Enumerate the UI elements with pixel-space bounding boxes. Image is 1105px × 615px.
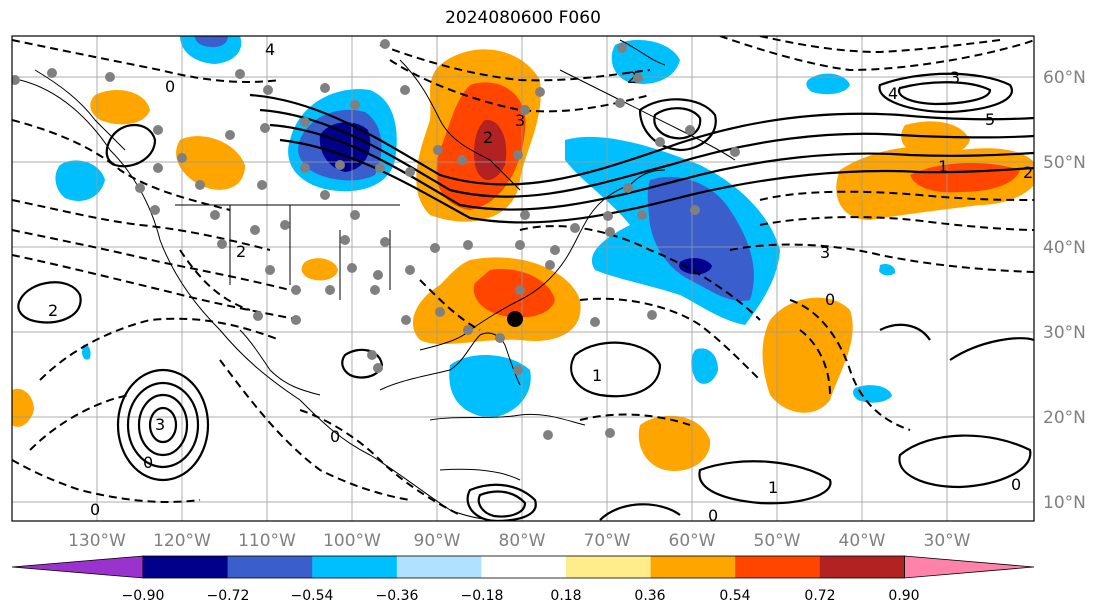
contour-label: 5 [985,110,995,129]
contour-label: 0 [143,453,153,472]
contour-label: 0 [825,290,835,309]
contour-label: 3 [820,243,830,262]
lat-label: 60°N [1043,68,1086,88]
lat-label: 40°N [1043,238,1086,258]
lat-label: 10°N [1043,493,1086,513]
shaded-fields [12,36,1034,471]
map-frame [11,35,1035,522]
lon-label: 50°W [754,531,801,551]
lon-label: 100°W [323,531,381,551]
contour-label: 2 [627,68,637,87]
contour-label: 0 [90,500,100,519]
colorbar-segment [650,556,736,578]
contour-label: 4 [265,40,275,59]
lon-label: 30°W [924,531,971,551]
contour-label: 4 [888,84,898,103]
colorbar-segment [566,556,652,578]
colorbar-tick: −0.18 [461,588,504,604]
contour-label: 3 [515,111,525,130]
colorbar-segment [735,556,821,578]
lat-label: 50°N [1043,153,1086,173]
colorbar-segment [227,556,313,578]
contour-lines [17,72,1034,521]
colorbar-tick: −0.72 [207,588,250,604]
contour-label: 2 [236,242,246,261]
station-markers [12,39,740,440]
colorbar-segment [143,556,229,578]
longitude-axis: 130°W 120°W 110°W 100°W 90°W 80°W 70°W 6… [68,531,971,551]
contour-label: 3 [155,415,165,434]
lat-label: 30°N [1043,323,1086,343]
colorbar-extend-low [11,555,144,579]
colorbar-tick: 0.54 [719,588,750,604]
colorbar-tick: 0.18 [550,588,581,604]
colorbar-segment [396,556,482,578]
lat-label: 20°N [1043,408,1086,428]
colorbar-segment [819,556,905,578]
colorbar-labels: −0.90 −0.72 −0.54 −0.36 −0.18 0.18 0.36 … [122,588,920,604]
lon-label: 70°W [584,531,631,551]
lon-label: 60°W [669,531,716,551]
colorbar-tick: −0.90 [122,588,165,604]
contour-label: 0 [330,427,340,446]
contour-label: 2 [48,301,58,320]
lon-label: 90°W [414,531,461,551]
contour-label: 0 [708,506,718,525]
contour-labels: 0 2 3 4 5 4 3 2 1 1 1 0 0 3 2 2 3 2 0 0 … [48,40,1033,525]
lon-label: 110°W [238,531,296,551]
contour-label: 2 [483,128,493,147]
colorbar [11,555,1035,579]
lon-label: 130°W [68,531,126,551]
contour-label: 1 [938,157,948,176]
contour-label: 3 [950,68,960,87]
map-title: 2024080600 F060 [445,8,601,28]
contour-label: 2 [1023,163,1033,182]
colorbar-tick: 0.72 [804,588,835,604]
colorbar-segment [312,556,398,578]
contour-label: 1 [592,366,602,385]
contour-label: 0 [1011,475,1021,494]
colorbar-tick: −0.54 [291,588,334,604]
colorbar-tick: 0.36 [634,588,665,604]
colorbar-frame [142,555,905,579]
colorbar-tick: 0.90 [888,588,919,604]
colorbar-tick: −0.36 [376,588,419,604]
colorbar-extend-high [904,555,1035,579]
contour-lines-dashed [12,36,1034,516]
colorbar-segment [481,556,567,578]
lon-label: 40°W [839,531,886,551]
latitude-axis: 60°N 50°N 40°N 30°N 20°N 10°N [1043,68,1086,513]
lon-label: 120°W [153,531,211,551]
lon-label: 80°W [499,531,546,551]
contour-label: 1 [768,478,778,497]
highlight-marker [507,311,523,327]
contour-label: 0 [165,77,175,96]
